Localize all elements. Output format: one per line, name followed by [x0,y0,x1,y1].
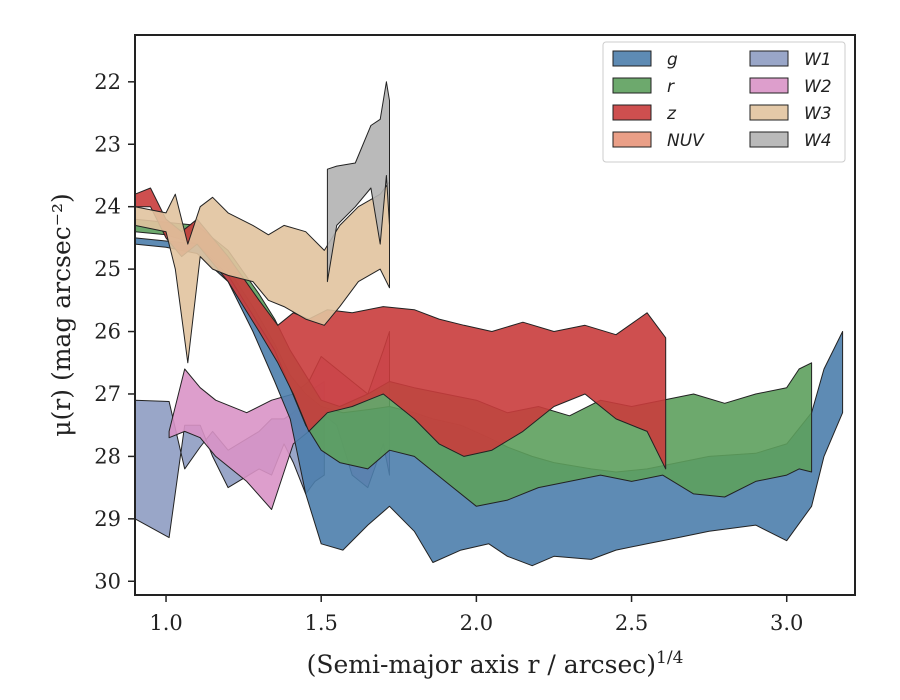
legend-swatch-r [612,77,652,94]
legend-label-w4: W4 [804,131,832,151]
legend-label-w3: W3 [804,104,832,124]
bands-layer [134,81,844,567]
x-tick-label: 1.5 [305,611,338,635]
legend-label-g: g [667,50,678,70]
legend-swatch-w1 [749,50,789,67]
legend-swatch-nuv [612,131,652,148]
legend-label-r: r [667,77,675,97]
y-tick-label: 30 [94,569,121,593]
y-tick-label: 22 [94,70,121,94]
y-axis-label: μ(r) (mag arcsec⁻²) [47,193,76,436]
y-tick-label: 28 [94,444,121,468]
plot-frame [134,34,856,596]
legend-swatch-w4 [749,131,789,148]
y-tick-label: 27 [94,382,121,406]
band-w3 [134,181,390,364]
legend-label-w2: W2 [804,77,832,97]
legend-swatch-w2 [749,77,789,94]
ticks-layer: 1.0 1.5 2.0 2.5 3.0 22 23 24 25 26 27 28 29 30 [94,70,803,635]
legend-label-nuv: NUV [667,131,705,151]
legend-label-z: z [666,104,677,124]
x-tick-label: 3.0 [770,611,803,635]
y-tick-label: 29 [94,507,121,531]
y-tick-label: 24 [94,195,121,219]
legend-swatch-z [612,104,652,121]
x-tick-label: 1.0 [149,611,182,635]
legend-swatch-w3 [749,104,789,121]
legend-label-w1: W1 [804,50,832,70]
x-axis-label-superscript: 1/4 [656,648,683,668]
legend: grz NUV W1 W2 W3 W4 [602,41,846,163]
legend-swatch-g [612,50,652,67]
y-tick-label: 26 [94,320,121,344]
y-tick-label: 23 [94,132,121,156]
y-tick-label: 25 [94,257,121,281]
x-tick-label: 2.5 [615,611,648,635]
band-z [134,187,667,470]
x-tick-label: 2.0 [460,611,493,635]
band-w4 [326,81,390,283]
x-axis-label: (Semi-major axis r / arcsec)1/4 [307,648,684,679]
